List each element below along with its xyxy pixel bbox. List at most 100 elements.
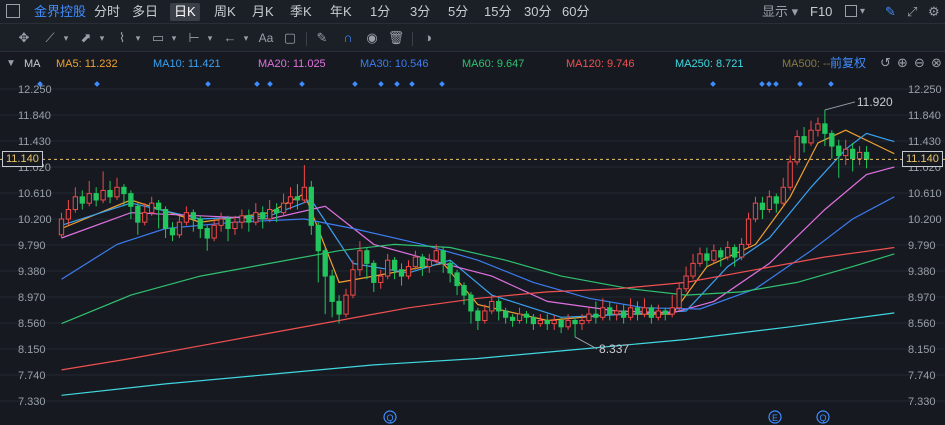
candle-body-up — [711, 250, 717, 261]
ray-tool-icon[interactable]: ⬈ — [80, 30, 92, 45]
period-yearly-k[interactable]: 年K — [330, 4, 352, 19]
candle-body-up — [426, 259, 432, 268]
eye-icon[interactable]: ◉ — [366, 30, 378, 45]
candlestick-chart[interactable]: 12.25011.84011.43011.02010.61010.2009.79… — [0, 75, 945, 425]
pencil-icon[interactable]: ✎ — [885, 4, 896, 19]
period-30min[interactable]: 30分 — [524, 4, 552, 19]
event-dot — [352, 81, 358, 87]
candle — [162, 206, 169, 239]
candle — [378, 269, 384, 289]
period-monthly-k[interactable]: 月K — [252, 4, 274, 19]
comment-icon[interactable]: ▢ — [283, 30, 297, 45]
collapse-icon[interactable]: ▼ — [6, 58, 16, 69]
trash-icon[interactable]: 🗑 — [387, 30, 405, 45]
magnet-icon[interactable]: ∩ — [343, 30, 353, 45]
candle-body-down — [294, 196, 301, 201]
candle-body-up — [72, 196, 79, 210]
candle — [662, 307, 668, 321]
candle-body-down — [544, 319, 550, 325]
candle-body-up — [551, 319, 557, 325]
display-menu[interactable]: 显示 ▾ — [762, 3, 798, 21]
period-quarterly-k[interactable]: 季K — [290, 4, 312, 19]
candle-body-up — [253, 212, 259, 223]
range-tool-icon[interactable]: ⊢ — [188, 30, 200, 45]
stock-name[interactable]: 金界控股 — [34, 4, 87, 19]
arrow-tool-icon[interactable]: ← — [223, 30, 237, 45]
wave-tool-icon[interactable]: ⌇ — [118, 30, 126, 45]
event-badge: Q — [816, 410, 830, 424]
candles — [58, 109, 870, 337]
candle — [766, 190, 773, 213]
display-label: 显示 — [762, 4, 789, 19]
remove-icon[interactable]: ⊖ — [914, 55, 925, 70]
candle — [475, 307, 481, 330]
ray-tool-chevron-icon[interactable]: ▾ — [99, 33, 105, 43]
settings-icon[interactable]: ⚙ — [928, 4, 940, 19]
candle-body-down — [128, 193, 134, 207]
sidebar-toggle-icon[interactable] — [6, 4, 20, 18]
candle-body-up — [86, 193, 92, 204]
candle — [385, 253, 391, 280]
pen-icon[interactable]: ✎ — [316, 30, 328, 45]
candle — [468, 291, 474, 324]
candle-body-down — [454, 272, 460, 287]
period-5min[interactable]: 5分 — [448, 4, 469, 19]
event-dot — [766, 81, 772, 87]
layout-chevron-icon[interactable]: ▾ — [860, 6, 866, 17]
candle-body-down — [322, 250, 328, 277]
layout-square-icon[interactable] — [845, 5, 857, 17]
line-tool-icon[interactable]: ⟋ — [45, 30, 55, 45]
drawing-toolbar: ✥ ⟋ ▾ ⬈ ▾ ⌇ ▾ ▭ ▾ ⊢ ▾ ← ▾ Aa ▢ ✎ ∩ ◉ 🗑 ◑ — [0, 24, 945, 52]
candle-body-down — [523, 313, 530, 318]
candle — [752, 196, 759, 223]
period-multiday[interactable]: 多日 — [132, 4, 159, 19]
candle — [620, 304, 627, 324]
period-15min[interactable]: 15分 — [484, 4, 512, 19]
wave-tool-chevron-icon[interactable]: ▾ — [135, 33, 141, 43]
rect-tool-icon[interactable]: ▭ — [151, 30, 165, 45]
y-tick-label-left: 7.740 — [18, 370, 46, 382]
event-dot — [378, 81, 384, 87]
event-badge-label: Q — [819, 413, 826, 423]
rect-tool-chevron-icon[interactable]: ▾ — [171, 33, 177, 43]
candle-body-up — [280, 202, 287, 214]
toggle-icon[interactable]: ◑ — [424, 30, 432, 45]
line-tool-chevron-icon[interactable]: ▾ — [63, 33, 69, 43]
close-icon[interactable]: ⊗ — [931, 55, 942, 70]
y-tick-label-left: 9.380 — [18, 266, 46, 278]
indicator-bar: ▼ MA MA5: 11.232 MA10: 11.421 MA20: 11.0… — [0, 53, 945, 75]
candle-body-up — [183, 212, 190, 223]
candle-body-down — [718, 250, 724, 258]
candle-body-down — [121, 186, 127, 195]
current-price-label-left: 11.140 — [2, 151, 43, 168]
candle — [496, 298, 502, 321]
candle-body-down — [773, 196, 779, 204]
candle-body-up — [614, 310, 620, 315]
event-dot — [439, 81, 445, 87]
adjust-mode-button[interactable]: 前复权 — [830, 56, 867, 70]
period-daily-k[interactable]: 日K — [170, 3, 200, 21]
add-icon[interactable]: ⊕ — [897, 55, 908, 70]
period-60min[interactable]: 60分 — [562, 4, 590, 19]
y-tick-label-right: 10.610 — [908, 188, 942, 200]
event-dot — [299, 81, 305, 87]
candle-body-down — [634, 307, 641, 315]
expand-icon[interactable]: ⤢ — [907, 4, 918, 19]
ma10-value: MA10: 11.421 — [153, 58, 221, 70]
event-dot — [773, 81, 779, 87]
f10-button[interactable]: F10 — [810, 4, 833, 19]
period-3min[interactable]: 3分 — [410, 4, 431, 19]
crosshair-icon[interactable]: ✥ — [18, 30, 30, 45]
candle-body-down — [849, 148, 856, 160]
undo-icon[interactable]: ↺ — [880, 55, 891, 70]
indicator-name[interactable]: MA — [24, 58, 41, 70]
grid — [0, 88, 945, 402]
range-tool-chevron-icon[interactable]: ▾ — [207, 33, 213, 43]
period-1min[interactable]: 1分 — [370, 4, 391, 19]
candle — [149, 196, 155, 216]
period-weekly-k[interactable]: 周K — [214, 4, 236, 19]
arrow-tool-chevron-icon[interactable]: ▾ — [243, 33, 249, 43]
text-tool-icon[interactable]: Aa — [258, 31, 274, 45]
period-intraday[interactable]: 分时 — [94, 4, 121, 19]
candle — [704, 247, 710, 267]
